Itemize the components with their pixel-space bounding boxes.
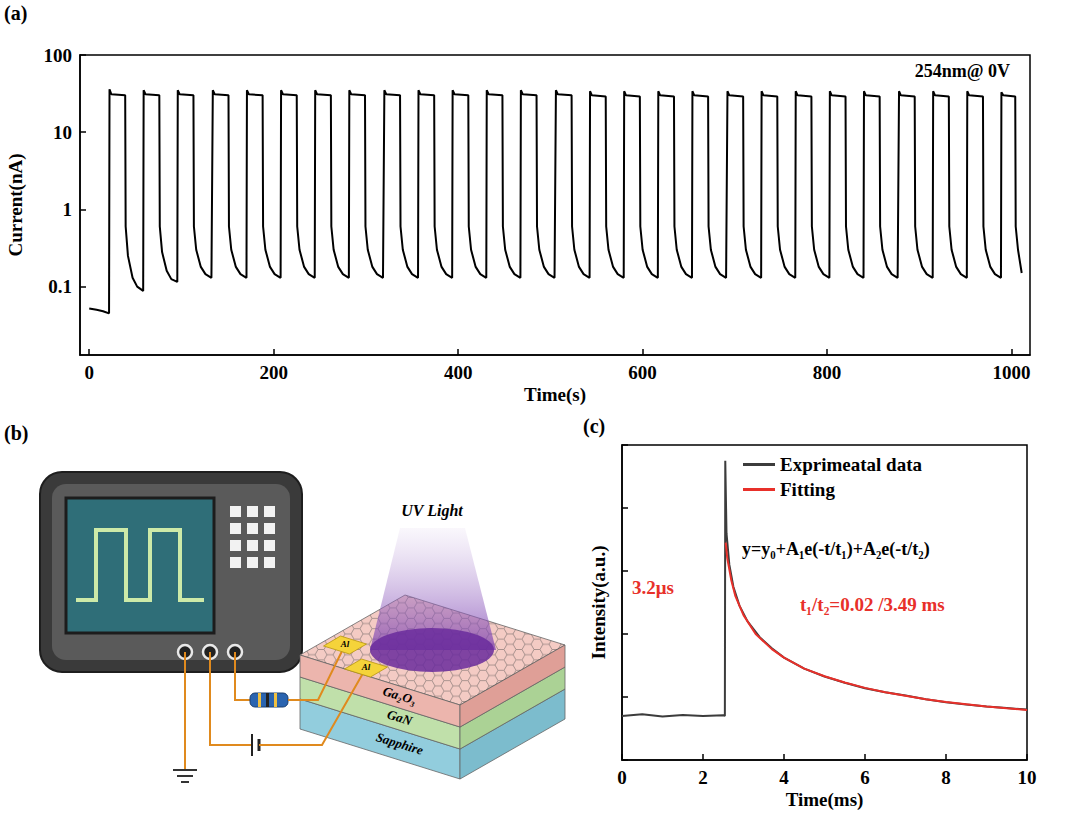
svg-text:3.2μs: 3.2μs <box>632 577 674 598</box>
svg-text:254nm@ 0V: 254nm@ 0V <box>915 61 1010 81</box>
svg-text:Al: Al <box>361 662 371 672</box>
svg-text:0: 0 <box>84 362 94 383</box>
svg-text:(c): (c) <box>583 415 605 438</box>
svg-text:Time(ms): Time(ms) <box>786 789 864 811</box>
svg-text:200: 200 <box>259 362 288 383</box>
svg-text:8: 8 <box>941 767 951 788</box>
svg-text:400: 400 <box>444 362 473 383</box>
svg-text:Ga₂O₃: Ga₂O₃ <box>381 683 418 708</box>
svg-text:GaN: GaN <box>385 707 414 729</box>
svg-text:6: 6 <box>860 767 870 788</box>
svg-text:1000: 1000 <box>993 362 1031 383</box>
svg-text:10: 10 <box>53 122 72 143</box>
svg-text:(b): (b) <box>4 422 28 445</box>
svg-text:Current(nA): Current(nA) <box>5 153 27 256</box>
svg-text:0: 0 <box>617 767 627 788</box>
svg-text:100: 100 <box>44 45 73 66</box>
svg-text:Exprimeatal data: Exprimeatal data <box>780 454 922 475</box>
svg-text:(a): (a) <box>4 2 27 25</box>
svg-text:800: 800 <box>813 362 842 383</box>
svg-text:0.1: 0.1 <box>48 276 72 297</box>
svg-text:4: 4 <box>779 767 789 788</box>
svg-text:Al: Al <box>340 639 350 649</box>
svg-text:10: 10 <box>1018 767 1037 788</box>
svg-text:Time(s): Time(s) <box>524 384 586 406</box>
svg-text:1: 1 <box>63 199 73 220</box>
svg-text:600: 600 <box>628 362 657 383</box>
svg-text:y=y₀+A₁e(-t/t₁)+A₂e(-t/t₂): y=y₀+A₁e(-t/t₁)+A₂e(-t/t₂) <box>742 539 930 560</box>
svg-text:t₁/t₂=0.02 /3.49 ms: t₁/t₂=0.02 /3.49 ms <box>800 594 945 615</box>
svg-text:2: 2 <box>698 767 708 788</box>
svg-text:Sapphire: Sapphire <box>374 729 425 758</box>
svg-text:UV Light: UV Light <box>401 502 463 520</box>
svg-text:Intensity(a.u.): Intensity(a.u.) <box>588 545 610 659</box>
svg-text:Fitting: Fitting <box>780 479 835 500</box>
